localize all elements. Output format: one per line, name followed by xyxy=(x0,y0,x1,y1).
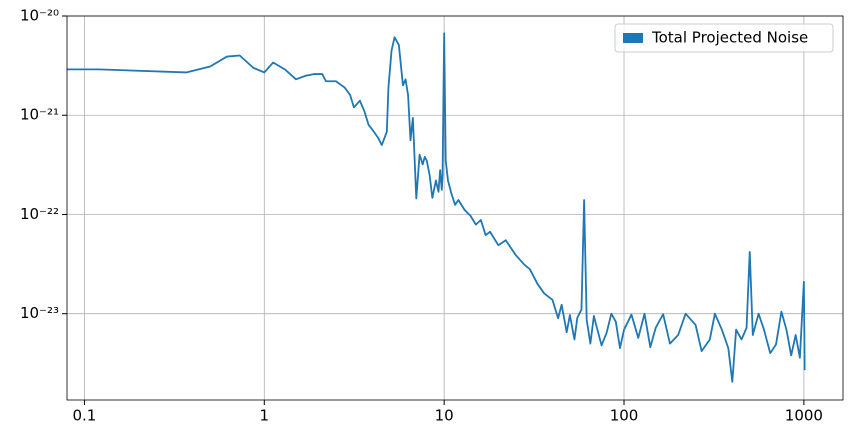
y-tick-label: 10⁻²² xyxy=(20,205,59,223)
plot-frame xyxy=(66,15,844,401)
legend-box xyxy=(614,23,834,53)
y-tick-label: 10⁻²¹ xyxy=(20,106,59,124)
x-tick-label: 1000 xyxy=(785,407,823,425)
y-tick-label: 10⁻²⁰ xyxy=(20,7,59,25)
legend-label: Total Projected Noise xyxy=(651,29,808,47)
legend-swatch xyxy=(623,33,643,43)
x-tick-label: 1 xyxy=(260,407,270,425)
y-tick-label: 10⁻²³ xyxy=(20,304,59,322)
x-tick-label: 0.1 xyxy=(73,407,97,425)
x-tick-label: 100 xyxy=(610,407,639,425)
x-tick-label: 10 xyxy=(435,407,454,425)
line-series xyxy=(67,32,806,383)
